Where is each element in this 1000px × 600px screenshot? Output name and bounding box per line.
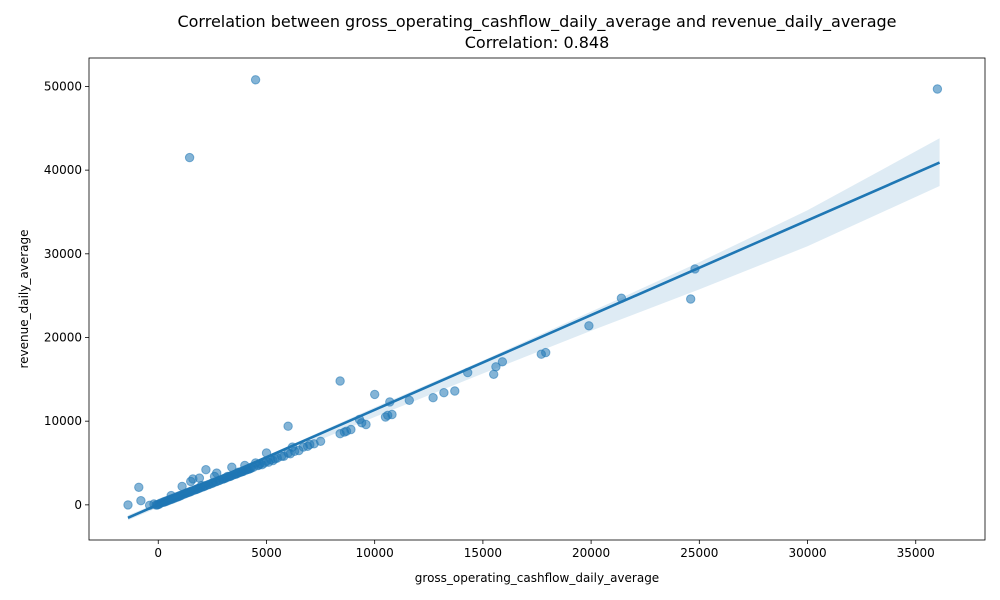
x-tick-label: 35000 — [897, 546, 935, 560]
data-point — [305, 439, 315, 450]
confidence-band — [128, 138, 940, 521]
plot-frame — [88, 57, 986, 541]
data-point — [201, 465, 211, 475]
y-tick-label: 40000 — [44, 163, 82, 177]
x-tick-label: 0 — [154, 546, 162, 560]
data-point — [357, 418, 367, 428]
chart-subtitle: Correlation: 0.848 — [465, 33, 610, 52]
data-point — [184, 152, 195, 163]
data-point — [250, 75, 261, 85]
data-point — [380, 412, 391, 422]
data-point — [335, 376, 345, 386]
x-tick-label: 20000 — [572, 546, 610, 560]
y-tick-label: 10000 — [44, 414, 82, 428]
plot-area — [123, 75, 943, 521]
data-point — [123, 500, 133, 510]
data-point — [283, 421, 293, 431]
y-tick-label: 50000 — [44, 79, 82, 93]
x-tick-label: 25000 — [680, 546, 718, 560]
data-point — [536, 349, 546, 359]
data-point — [497, 357, 508, 367]
data-point — [370, 389, 380, 400]
data-point — [489, 369, 499, 379]
x-tick-label: 15000 — [464, 546, 502, 560]
x-tick-label: 5000 — [251, 546, 282, 560]
y-tick-label: 20000 — [44, 330, 82, 344]
x-axis: 0 5000 10000 15000 20000 25000 30000 35000 — [154, 540, 935, 560]
data-point — [428, 393, 438, 403]
regression-line — [127, 161, 941, 520]
data-point — [932, 84, 943, 94]
y-tick-label: 0 — [74, 498, 82, 512]
y-axis-label: revenue_daily_average — [17, 230, 31, 369]
chart-title: Correlation between gross_operating_cash… — [177, 12, 896, 32]
data-point — [439, 388, 449, 398]
data-point — [584, 321, 594, 331]
data-point — [136, 496, 146, 506]
x-axis-label: gross_operating_cashflow_daily_average — [415, 571, 659, 585]
x-tick-label: 10000 — [356, 546, 394, 560]
data-point — [450, 386, 460, 396]
x-tick-label: 30000 — [788, 546, 826, 560]
data-point — [276, 451, 287, 461]
data-point — [335, 429, 345, 439]
y-axis: 0 10000 20000 30000 40000 50000 — [44, 79, 89, 512]
data-point — [186, 476, 196, 487]
data-point — [686, 294, 696, 304]
data-point — [134, 482, 144, 492]
y-tick-label: 30000 — [44, 247, 82, 261]
